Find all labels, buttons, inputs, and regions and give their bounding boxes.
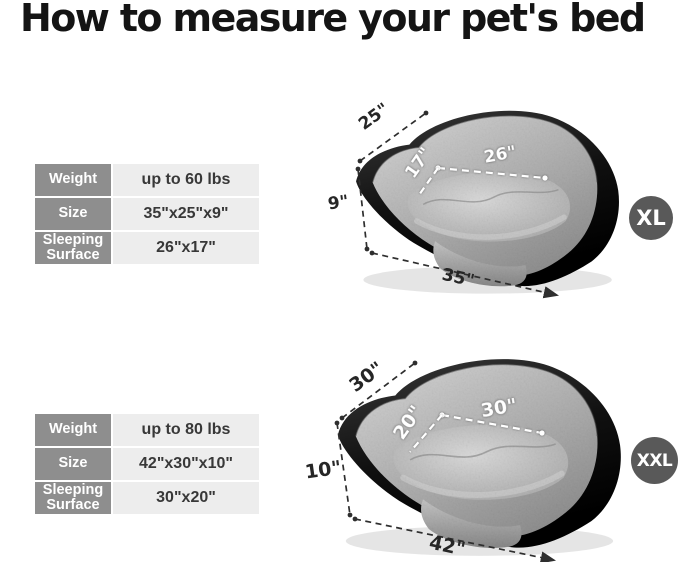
xl-sleeping-surface-label: Sleeping Surface (35, 232, 111, 264)
xxl-weight-label: Weight (35, 414, 111, 446)
xl-size-label: Size (35, 198, 111, 230)
dimension-dot (352, 516, 358, 522)
dimension-dot (339, 415, 345, 421)
dimension-dot (355, 166, 361, 172)
dimension-dot (369, 250, 375, 256)
dimension-dot (412, 360, 418, 366)
page-title: How to measure your pet's bed (20, 0, 646, 40)
xl-spec-table: Weight up to 60 lbs Size 35"x25"x9" Slee… (35, 164, 259, 264)
xl-size-badge: XL (629, 196, 673, 240)
xl-top-edge-dimension-line (359, 112, 427, 162)
xl-sleeping-width-dimension-line (418, 167, 439, 196)
xl-sleeping-surface-value: 26"x17" (113, 232, 259, 264)
xxl-front-edge-dimension-line (354, 518, 556, 562)
xxl-top-edge-dimension-line (341, 362, 416, 419)
xxl-size-label: Size (35, 448, 111, 480)
xxl-sleeping-surface-label: Sleeping Surface (35, 482, 111, 514)
xl-weight-value: up to 60 lbs (113, 164, 259, 196)
xxl-bed-illustration: 30" 10" 42" 30" 20" (304, 335, 630, 562)
xxl-spec-table: Weight up to 80 lbs Size 42"x30"x10" Sle… (35, 414, 259, 514)
xxl-sleeping-length-dimension-line (441, 413, 543, 435)
xl-bed-photo (345, 94, 621, 296)
xl-top-edge-measurement: 25" (355, 99, 393, 134)
xl-height-dimension-line (357, 168, 368, 250)
dimension-dot (542, 175, 548, 181)
xl-sleeping-length-dimension-line (437, 166, 546, 180)
xxl-weight-value: up to 80 lbs (113, 414, 259, 446)
dimension-dot (334, 420, 340, 426)
xxl-size-badge: XXL (631, 437, 678, 484)
xl-weight-label: Weight (35, 164, 111, 196)
dimension-dot (539, 430, 545, 436)
xxl-height-measurement: 10" (304, 457, 343, 484)
xl-bed-illustration: 25" 9" 35" 26" 17" (327, 78, 625, 308)
xl-height-measurement: 9" (327, 192, 350, 215)
dimension-dot (347, 512, 353, 518)
xxl-sleeping-width-dimension-line (409, 414, 443, 453)
xl-size-value: 35"x25"x9" (113, 198, 259, 230)
dimension-dot (357, 158, 363, 164)
dimension-dot (423, 110, 429, 116)
xxl-top-edge-measurement: 30" (345, 358, 387, 397)
xxl-height-dimension-line (336, 422, 351, 516)
xxl-sleeping-surface-value: 30"x20" (113, 482, 259, 514)
dimension-dot (364, 246, 370, 252)
xxl-size-value: 42"x30"x10" (113, 448, 259, 480)
